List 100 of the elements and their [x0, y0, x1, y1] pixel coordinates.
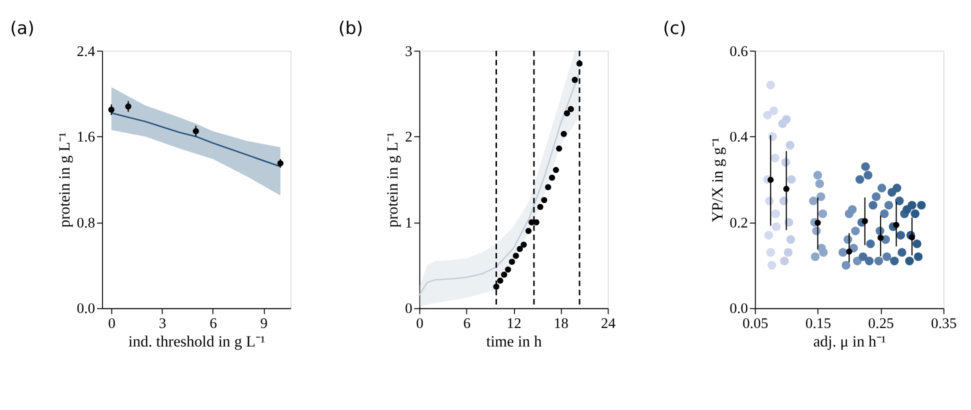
point	[125, 103, 132, 110]
point	[864, 170, 872, 180]
point	[866, 239, 875, 248]
point	[768, 176, 774, 183]
point	[568, 106, 574, 112]
y-tick-label: 2	[405, 130, 412, 146]
point	[838, 248, 848, 257]
point	[763, 110, 772, 120]
point	[815, 179, 824, 188]
point	[878, 234, 884, 241]
point	[497, 278, 504, 284]
point	[917, 200, 926, 210]
point	[769, 106, 778, 116]
point	[780, 256, 789, 266]
point	[787, 175, 796, 184]
point	[564, 110, 570, 116]
point	[108, 106, 114, 113]
x-tick-label: 0.05	[742, 316, 768, 332]
point	[764, 230, 774, 240]
x-tick-label: 6	[210, 316, 217, 332]
point	[846, 248, 852, 255]
point	[548, 174, 556, 181]
point	[898, 248, 906, 257]
point	[504, 266, 512, 273]
point	[877, 184, 886, 192]
point	[512, 252, 519, 259]
point	[572, 76, 578, 83]
point	[908, 234, 916, 240]
point	[848, 205, 857, 214]
point	[766, 80, 775, 90]
point	[501, 272, 508, 278]
chart-title: (a)	[10, 19, 34, 40]
point	[277, 160, 284, 166]
x-axis-title: adj. μ in h⁻¹	[813, 333, 886, 350]
y-tick-label: 1	[405, 215, 412, 232]
point	[880, 209, 889, 218]
x-tick-label: 18	[554, 316, 568, 332]
y-tick-label: 0.0	[730, 301, 748, 318]
y-tick-label: 1.6	[76, 130, 96, 146]
x-tick-label: 0	[416, 316, 424, 332]
point	[816, 192, 826, 201]
point	[814, 220, 821, 226]
point	[895, 196, 904, 206]
point	[893, 222, 900, 228]
point	[772, 222, 781, 231]
point	[766, 248, 775, 257]
y-axis-title: protein in g L⁻¹	[56, 132, 74, 228]
y-tick-label: 3	[405, 44, 412, 60]
point	[556, 145, 562, 152]
y-tick-label: 2.4	[76, 44, 96, 60]
point	[818, 209, 828, 218]
x-tick-label: 3	[158, 316, 166, 332]
point	[770, 154, 780, 162]
point	[914, 252, 923, 262]
point	[892, 184, 902, 192]
point	[819, 248, 828, 257]
x-axis-title: ind. threshold in g L⁻¹	[128, 333, 266, 350]
x-tick-label: 24	[600, 316, 616, 332]
point	[783, 186, 790, 192]
point	[851, 226, 860, 236]
chart-title: (c)	[662, 19, 686, 40]
point	[771, 209, 780, 218]
point	[508, 258, 516, 265]
point	[786, 235, 796, 244]
y-tick-label: 0.2	[730, 215, 748, 232]
point	[552, 166, 560, 174]
point	[541, 196, 548, 204]
y-tick-label: 0	[405, 301, 412, 318]
point	[864, 256, 874, 266]
point	[910, 209, 920, 218]
y-tick-label: 0.4	[730, 130, 749, 146]
point	[858, 252, 868, 262]
point	[868, 200, 878, 210]
x-tick-label: 12	[506, 316, 522, 332]
y-tick-label: 0.6	[730, 44, 748, 60]
point	[784, 248, 793, 257]
point	[525, 228, 532, 234]
point	[786, 140, 794, 150]
point	[516, 246, 523, 252]
point	[813, 170, 822, 180]
point	[908, 200, 916, 210]
y-axis-title: YP/X in g g⁻¹	[709, 137, 726, 222]
point	[890, 256, 899, 266]
x-tick-label: 0.25	[868, 316, 894, 332]
point	[842, 260, 850, 270]
point	[768, 260, 776, 270]
x-tick-label: 9	[260, 316, 268, 332]
y-tick-label: 0.8	[76, 215, 96, 232]
y-tick-label: 0.0	[76, 301, 96, 318]
point	[862, 218, 868, 224]
point	[537, 204, 544, 210]
point	[861, 162, 870, 171]
point	[912, 239, 922, 248]
point	[874, 256, 884, 266]
point	[560, 130, 567, 138]
point	[884, 200, 894, 210]
point	[855, 175, 864, 184]
y-axis-title: protein in g L⁻¹	[384, 132, 402, 228]
x-tick-label: 0	[108, 316, 116, 332]
point	[896, 230, 906, 240]
